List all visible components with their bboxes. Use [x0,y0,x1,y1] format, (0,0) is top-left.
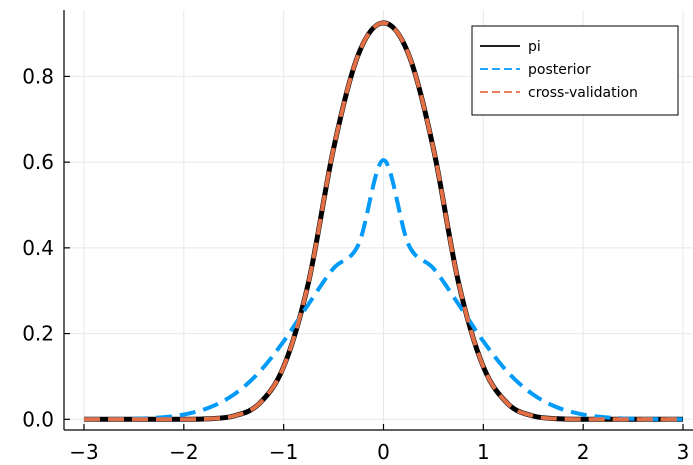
series-line-cross-validation [83,20,684,422]
y-tick-label: 0.4 [22,236,54,260]
ticks: −3 −2 −1 0 1 2 3 0.0 0.2 0.4 0.6 0.8 [22,64,689,464]
legend-box [471,25,679,116]
y-tick-label: 0.0 [22,407,54,431]
series-line-posterior [83,158,684,422]
legend: pi posterior cross-validation [471,25,679,116]
x-tick-label: 1 [477,440,490,464]
legend-label-posterior: posterior [528,62,591,78]
x-tick-label: −2 [169,440,198,464]
x-tick-label: 2 [577,440,590,464]
x-tick-label: 3 [677,440,690,464]
x-tick-label: −1 [269,440,298,464]
y-tick-label: 0.8 [22,64,54,88]
x-tick-label: 0 [377,440,390,464]
legend-label-cross-validation: cross-validation [528,85,638,101]
y-tick-label: 0.2 [22,322,54,346]
y-tick-label: 0.6 [22,150,54,174]
legend-label-pi: pi [528,39,541,55]
x-tick-label: −3 [69,440,98,464]
axes [63,10,693,431]
series-layer [83,20,684,422]
